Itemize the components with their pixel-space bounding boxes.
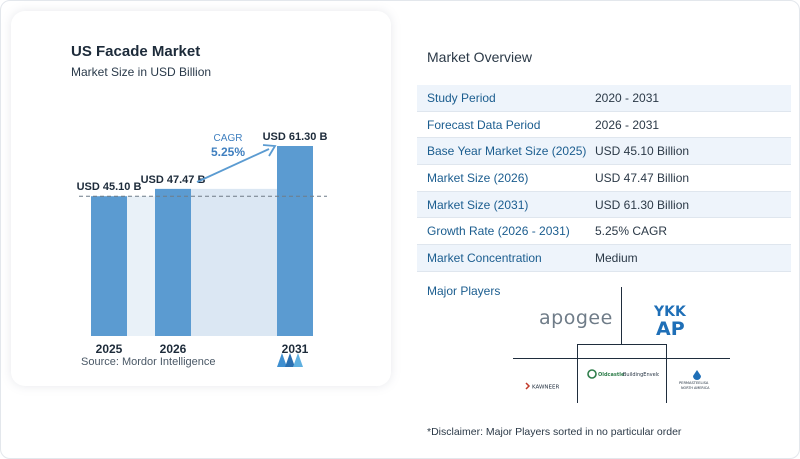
svg-text:KAWNEER: KAWNEER <box>532 385 559 391</box>
overview-row: Market Concentration Medium <box>417 245 791 272</box>
bar-2031 <box>277 146 313 336</box>
apogee-logo: apogee <box>539 307 613 329</box>
ykk-ap-logo: YKK AP <box>653 302 693 340</box>
major-players-title: Major Players <box>427 284 501 298</box>
overview-row-label: Market Size (2031) <box>427 197 529 212</box>
overview-row-label: Base Year Market Size (2025) <box>427 144 587 159</box>
svg-text:PERMASTEELISA: PERMASTEELISA <box>679 381 709 385</box>
kawneer-logo-icon: KAWNEER <box>525 382 559 391</box>
overview-title: Market Overview <box>427 49 533 65</box>
overview-row-label: Market Concentration <box>427 250 542 265</box>
overview-row: Forecast Data Period 2026 - 2031 <box>417 112 791 139</box>
disclaimer: *Disclaimer: Major Players sorted in no … <box>427 426 682 438</box>
apogee-logo-text: apogee <box>539 307 613 329</box>
bar-2026 <box>155 188 191 336</box>
chart-title: US Facade Market <box>71 43 201 60</box>
svg-text:BuildingEnvelope: BuildingEnvelope <box>623 372 659 378</box>
chart-source: Source: Mordor Intelligence <box>81 356 216 368</box>
overview-row-value: USD 45.10 Billion <box>595 144 690 159</box>
permasteelisa-logo-icon: PERMASTEELISA NORTH AMERICA <box>679 370 710 390</box>
oldcastle-logo: Oldcastle BuildingEnvelope <box>587 367 666 379</box>
svg-text:AP: AP <box>656 318 685 336</box>
overview-table: Study Period 2020 - 2031 Forecast Data Per… <box>417 85 791 272</box>
overview-row-label: Market Size (2026) <box>427 170 529 185</box>
oldcastle-logo-icon: Oldcastle BuildingEnvelope <box>587 369 666 379</box>
cagr-arrow-line <box>196 148 270 183</box>
tick-label: 2025 <box>96 342 123 356</box>
cagr-value: 5.25% <box>211 145 245 159</box>
overview-row-value: 2020 - 2031 <box>595 90 660 105</box>
overview-row: Growth Rate (2026 - 2031) 5.25% CAGR <box>417 218 791 246</box>
overview-row-label: Study Period <box>427 90 496 105</box>
kawneer-logo: KAWNEER <box>525 378 571 391</box>
mordor-intelligence-logo-icon <box>277 353 303 367</box>
base-shade <box>127 196 155 336</box>
bar-2025 <box>91 196 127 336</box>
permasteelisa-logo: PERMASTEELISA NORTH AMERICA <box>677 369 717 391</box>
overview-row-value: 2026 - 2031 <box>595 117 660 132</box>
overview-row-value: USD 47.47 Billion <box>595 170 690 185</box>
tick-label: 2031 <box>282 342 309 356</box>
svg-text:Oldcastle: Oldcastle <box>598 372 625 378</box>
overview-row: Study Period 2020 - 2031 <box>417 85 791 112</box>
data-label: USD 45.10 B <box>77 181 142 193</box>
overview-row-label: Growth Rate (2026 - 2031) <box>427 224 570 239</box>
svg-text:YKK: YKK <box>653 304 687 320</box>
chart-subtitle: Market Size in USD Billion <box>71 65 212 79</box>
overview-row: Market Size (2026) USD 47.47 Billion <box>417 165 791 192</box>
overview-row: Base Year Market Size (2025) USD 45.10 Bi… <box>417 138 791 166</box>
overview-row-label: Forecast Data Period <box>427 117 541 132</box>
cagr-label: CAGR <box>214 133 243 144</box>
svg-text:NORTH AMERICA: NORTH AMERICA <box>681 386 710 390</box>
tick-label: 2026 <box>160 342 187 356</box>
overview-row-value: 5.25% CAGR <box>595 224 668 239</box>
data-label: USD 61.30 B <box>263 131 328 143</box>
cagr-arrow-head <box>262 144 277 157</box>
ykk-ap-logo-icon: YKK AP <box>653 304 687 340</box>
data-label: USD 47.47 B <box>141 174 206 186</box>
overview-row-value: USD 61.30 Billion <box>595 197 690 212</box>
projection-shade <box>191 188 277 336</box>
overview-row-value: Medium <box>595 250 638 265</box>
overview-row: Market Size (2031) USD 61.30 Billion <box>417 191 791 219</box>
